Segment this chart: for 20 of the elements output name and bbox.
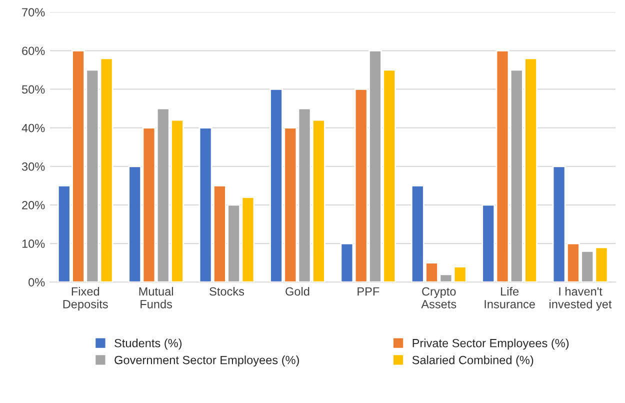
x-tick-label: Stocks xyxy=(210,286,244,296)
x-tick-label: Life Insurance xyxy=(484,286,535,308)
x-tick-label: Crypto Assets xyxy=(421,287,456,308)
y-tick-label: 50% xyxy=(22,85,45,94)
y-tick-label: 30% xyxy=(22,162,45,171)
legend-label: Salaried Combined (%) xyxy=(412,356,534,367)
y-tick-label: 10% xyxy=(22,240,45,248)
x-tick-label: Gold xyxy=(286,286,310,296)
legend-label: Government Sector Employees (%) xyxy=(114,356,299,367)
x-tick-label: Mutual Funds xyxy=(139,286,173,308)
y-tick-label: 60% xyxy=(22,46,45,56)
y-tick-label: 0% xyxy=(28,278,45,286)
y-tick-label: 70% xyxy=(22,8,45,16)
x-tick-label: Fixed Deposits xyxy=(63,286,108,311)
x-tick-label: I haven't invested yet xyxy=(550,286,612,311)
x-tick-label: PPF xyxy=(358,287,380,296)
legend-label: Private Sector Employees (%) xyxy=(412,338,569,350)
legend-label: Students (%) xyxy=(114,338,182,350)
y-tick-label: 40% xyxy=(22,124,45,132)
y-tick-label: 20% xyxy=(22,200,45,210)
